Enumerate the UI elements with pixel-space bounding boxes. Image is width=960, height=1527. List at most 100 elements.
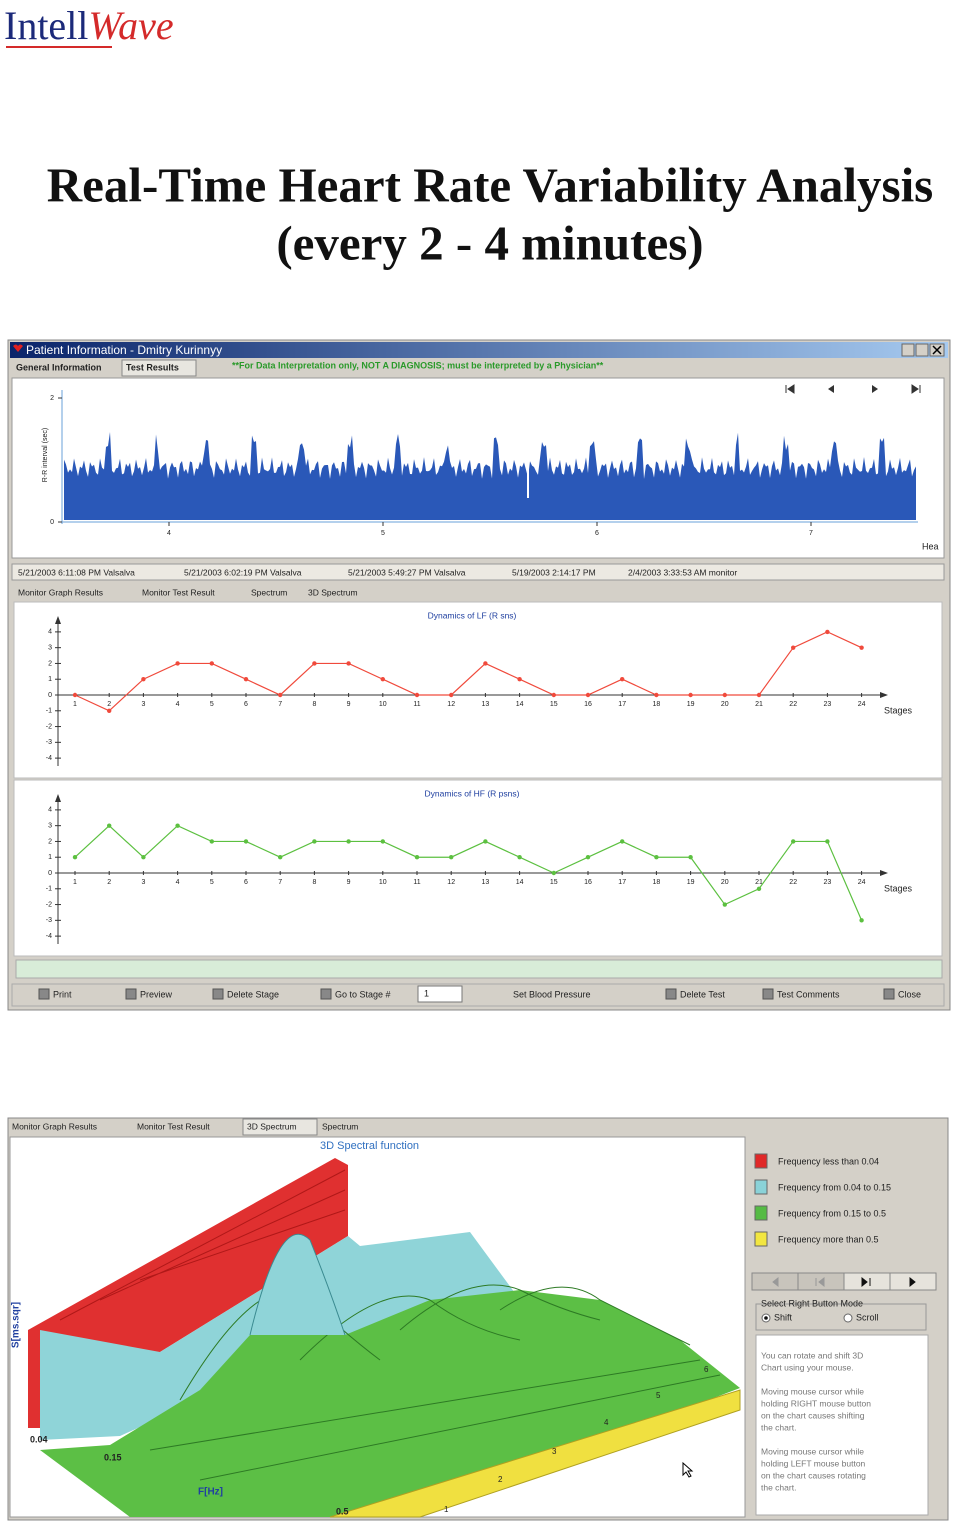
x-tick-label: 5 <box>210 701 214 708</box>
data-point <box>551 692 556 698</box>
y-tick-label: 4 <box>48 807 52 814</box>
y-tick-label: 2 <box>50 395 54 402</box>
y-tick-label: 0 <box>48 692 52 699</box>
data-point <box>107 823 112 828</box>
x-tick-label: 2 <box>107 879 111 886</box>
toolbar-button[interactable]: Print <box>53 989 72 999</box>
help-text: the chart. <box>761 1422 796 1432</box>
freq-tick-label: 0.04 <box>30 1434 48 1444</box>
legend-swatch <box>754 1179 768 1195</box>
radio-label[interactable]: Scroll <box>856 1312 879 1322</box>
view-buttons[interactable] <box>751 1272 937 1291</box>
stage-tick-label: 5 <box>656 1391 661 1400</box>
tab[interactable]: Test Results <box>126 362 179 372</box>
toolbar-button[interactable]: Preview <box>140 989 173 999</box>
tab-selected[interactable] <box>121 359 197 377</box>
x-tick-label: 7 <box>809 530 813 537</box>
x-tick-label: 14 <box>516 879 524 886</box>
window-title: Patient Information - Dmitry Kurinnyy <box>26 343 222 357</box>
toolbar <box>11 983 945 1007</box>
nav-buttons[interactable] <box>785 384 921 394</box>
data-point <box>722 692 727 698</box>
stage-tick-label: 3 <box>552 1447 557 1456</box>
data-point <box>414 855 420 860</box>
toolbar-button[interactable]: Delete Test <box>680 989 725 999</box>
help-text: Moving mouse cursor while <box>761 1446 864 1456</box>
group-title: Select Right Button Mode <box>761 1298 863 1308</box>
radio[interactable] <box>843 1313 853 1323</box>
toolbar-button[interactable]: Delete Stage <box>227 989 279 999</box>
data-point <box>175 823 180 828</box>
tab-selected[interactable] <box>242 1118 318 1136</box>
test-tab[interactable]: 5/21/2003 6:02:19 PM Valsalva <box>184 567 302 577</box>
legend-label: Frequency from 0.04 to 0.15 <box>778 1182 891 1192</box>
help-text: the chart. <box>761 1482 796 1492</box>
axis-label: F[Hz] <box>198 1487 223 1498</box>
view-tab[interactable]: Monitor Test Result <box>142 587 215 597</box>
toolbar-button[interactable]: Go to Stage # <box>335 989 391 999</box>
view-tab[interactable]: Spectrum <box>251 587 287 597</box>
test-tab[interactable]: 2/4/2003 3:33:53 AM monitor <box>628 567 737 577</box>
tab[interactable]: Monitor Test Result <box>137 1121 210 1131</box>
radio-label[interactable]: Shift <box>774 1312 793 1322</box>
x-tick-label: 3 <box>141 701 145 708</box>
stage-input[interactable] <box>417 985 463 1003</box>
x-tick-label: 9 <box>347 879 351 886</box>
tab[interactable]: General Information <box>16 362 102 372</box>
x-tick-label: 18 <box>653 879 661 886</box>
y-axis-label: R-R interval (sec) <box>42 428 49 482</box>
axis-arrow <box>880 870 888 876</box>
x-tick-label: 22 <box>789 879 797 886</box>
page-subtitle: (every 2 - 4 minutes) <box>276 215 703 270</box>
toolbar-button[interactable]: Test Comments <box>777 989 840 999</box>
y-tick-label: 0 <box>48 870 52 877</box>
view-tab[interactable]: Monitor Graph Results <box>18 587 103 597</box>
view-tab[interactable]: 3D Spectrum <box>308 587 358 597</box>
x-tick-label: 9 <box>347 701 351 708</box>
help-text: holding LEFT mouse button <box>761 1458 866 1468</box>
tab[interactable]: Monitor Graph Results <box>12 1121 97 1131</box>
x-tick-label: 15 <box>550 879 558 886</box>
toolbar-button[interactable]: Close <box>898 989 921 999</box>
x-tick-label: 19 <box>687 701 695 708</box>
radio-dot <box>764 1316 768 1320</box>
tab[interactable]: Spectrum <box>322 1121 358 1131</box>
x-tick-label: 6 <box>244 879 248 886</box>
help-text: Moving mouse cursor while <box>761 1386 864 1396</box>
y-tick-label: 3 <box>48 645 52 652</box>
data-point <box>722 902 727 907</box>
help-text: on the chart causes rotating <box>761 1470 866 1480</box>
chart-title: Dynamics of HF (R psns) <box>425 788 520 798</box>
maximize-button[interactable] <box>915 343 929 357</box>
x-tick-label: 10 <box>379 879 387 886</box>
data-line <box>74 631 862 712</box>
x-tick-label: 4 <box>176 701 180 708</box>
data-point <box>209 661 214 666</box>
freq-tick-label: 0.5 <box>336 1506 349 1516</box>
button-icon <box>125 988 137 1000</box>
y-tick-label: 3 <box>48 823 52 830</box>
data-point <box>825 629 830 635</box>
data-point <box>243 677 249 682</box>
legend-label: Frequency more than 0.5 <box>778 1234 879 1244</box>
x-axis-label: Stages <box>884 705 913 715</box>
y-tick-label: -2 <box>46 723 52 730</box>
y-tick-label: 1 <box>48 854 52 861</box>
test-tab[interactable]: 5/19/2003 2:14:17 PM <box>512 567 596 577</box>
heart-icon <box>13 344 23 352</box>
toolbar-button[interactable]: Set Blood Pressure <box>513 989 591 999</box>
test-tab-strip <box>11 563 945 581</box>
x-tick-label: 13 <box>482 879 490 886</box>
y-tick-label: -4 <box>46 755 52 762</box>
data-point <box>483 661 488 666</box>
data-point <box>72 855 78 860</box>
data-point <box>620 839 625 844</box>
x-tick-label: 7 <box>278 879 282 886</box>
mode-group <box>755 1303 927 1331</box>
tab[interactable]: 3D Spectrum <box>247 1121 297 1131</box>
minimize-button[interactable] <box>901 343 915 357</box>
test-tab[interactable]: 5/21/2003 6:11:08 PM Valsalva <box>18 567 135 577</box>
test-tab[interactable]: 5/21/2003 5:49:27 PM Valsalva <box>348 567 466 577</box>
data-line <box>74 824 863 921</box>
y-tick-label: 1 <box>48 676 52 683</box>
